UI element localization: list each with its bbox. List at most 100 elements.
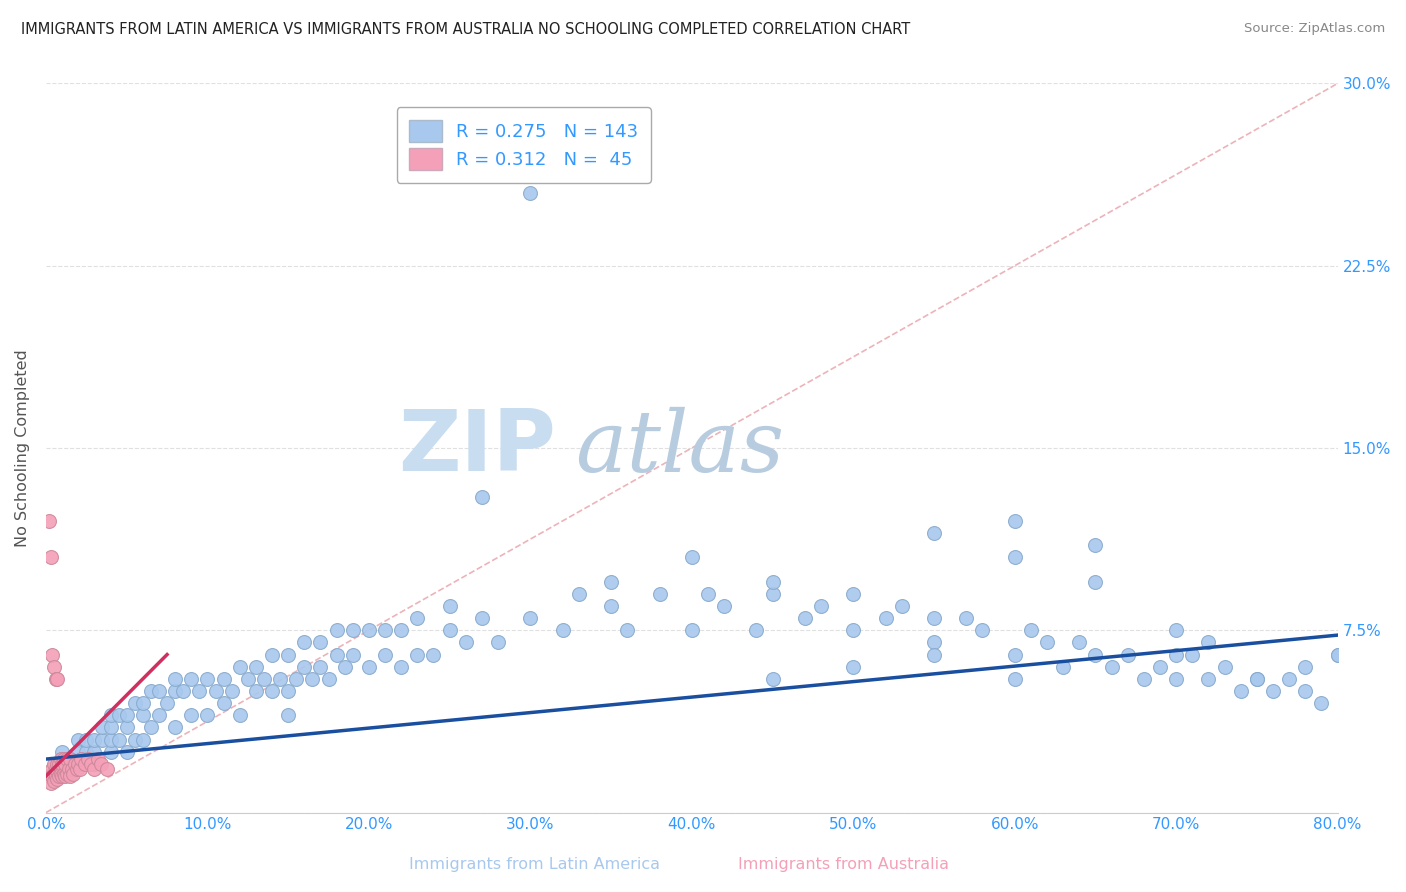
Point bbox=[761, 587, 783, 601]
Point bbox=[922, 635, 945, 649]
Point bbox=[100, 745, 122, 759]
Point bbox=[406, 648, 429, 662]
Point bbox=[842, 587, 865, 601]
Point bbox=[245, 684, 267, 698]
Point bbox=[96, 762, 118, 776]
Point bbox=[212, 696, 235, 710]
Point bbox=[292, 635, 315, 649]
Point bbox=[253, 672, 276, 686]
Point bbox=[39, 550, 62, 565]
Point bbox=[148, 684, 170, 698]
Point bbox=[842, 624, 865, 638]
Point bbox=[648, 587, 671, 601]
Point bbox=[342, 648, 364, 662]
Point bbox=[107, 732, 129, 747]
Point bbox=[212, 672, 235, 686]
Point bbox=[439, 624, 461, 638]
Point bbox=[325, 624, 347, 638]
Point bbox=[52, 752, 75, 766]
Point bbox=[58, 762, 80, 776]
Point bbox=[471, 611, 494, 625]
Point bbox=[697, 587, 720, 601]
Point bbox=[41, 769, 63, 783]
Point bbox=[38, 769, 60, 783]
Point bbox=[761, 574, 783, 589]
Point bbox=[63, 756, 86, 771]
Point bbox=[955, 611, 977, 625]
Text: atlas: atlas bbox=[575, 407, 785, 490]
Point bbox=[600, 574, 623, 589]
Point bbox=[124, 732, 146, 747]
Point bbox=[49, 766, 72, 780]
Point bbox=[51, 769, 73, 783]
Point bbox=[389, 624, 412, 638]
Point bbox=[374, 624, 396, 638]
Point bbox=[148, 708, 170, 723]
Point bbox=[277, 648, 299, 662]
Point bbox=[132, 708, 155, 723]
Point bbox=[67, 732, 90, 747]
Point bbox=[1069, 635, 1091, 649]
Point bbox=[471, 490, 494, 504]
Point bbox=[77, 752, 100, 766]
Point bbox=[1310, 696, 1333, 710]
Point bbox=[197, 708, 219, 723]
Point bbox=[1229, 684, 1251, 698]
Point bbox=[745, 624, 768, 638]
Point bbox=[551, 624, 574, 638]
Point bbox=[67, 745, 90, 759]
Point bbox=[454, 635, 477, 649]
Point bbox=[422, 648, 444, 662]
Point bbox=[277, 684, 299, 698]
Point bbox=[41, 762, 63, 776]
Point bbox=[793, 611, 815, 625]
Point bbox=[52, 766, 75, 780]
Point bbox=[389, 659, 412, 673]
Point bbox=[1004, 648, 1026, 662]
Text: Immigrants from Latin America: Immigrants from Latin America bbox=[409, 857, 659, 872]
Point bbox=[51, 745, 73, 759]
Point bbox=[197, 672, 219, 686]
Point bbox=[1004, 550, 1026, 565]
Point bbox=[1326, 648, 1348, 662]
Point bbox=[277, 708, 299, 723]
Point bbox=[83, 762, 105, 776]
Point bbox=[810, 599, 832, 613]
Point bbox=[260, 684, 283, 698]
Point bbox=[165, 684, 187, 698]
Point bbox=[1198, 672, 1220, 686]
Point bbox=[180, 708, 202, 723]
Point bbox=[309, 635, 332, 649]
Point bbox=[1101, 659, 1123, 673]
Point bbox=[1294, 684, 1316, 698]
Point bbox=[1116, 648, 1139, 662]
Point bbox=[245, 659, 267, 673]
Point bbox=[681, 550, 703, 565]
Point bbox=[519, 611, 541, 625]
Point bbox=[318, 672, 340, 686]
Point bbox=[1019, 624, 1042, 638]
Point bbox=[357, 659, 380, 673]
Point bbox=[60, 762, 83, 776]
Point bbox=[292, 659, 315, 673]
Point bbox=[439, 599, 461, 613]
Point bbox=[890, 599, 912, 613]
Point bbox=[48, 769, 70, 783]
Point bbox=[67, 756, 90, 771]
Point bbox=[228, 708, 250, 723]
Point bbox=[59, 756, 82, 771]
Point bbox=[1198, 635, 1220, 649]
Point bbox=[73, 756, 96, 771]
Point bbox=[374, 648, 396, 662]
Point bbox=[1149, 659, 1171, 673]
Point bbox=[1052, 659, 1074, 673]
Point bbox=[922, 648, 945, 662]
Point bbox=[42, 659, 65, 673]
Point bbox=[46, 772, 69, 786]
Point bbox=[333, 659, 356, 673]
Point bbox=[56, 766, 79, 780]
Point bbox=[1246, 672, 1268, 686]
Point bbox=[42, 773, 65, 788]
Point bbox=[1133, 672, 1156, 686]
Point bbox=[83, 732, 105, 747]
